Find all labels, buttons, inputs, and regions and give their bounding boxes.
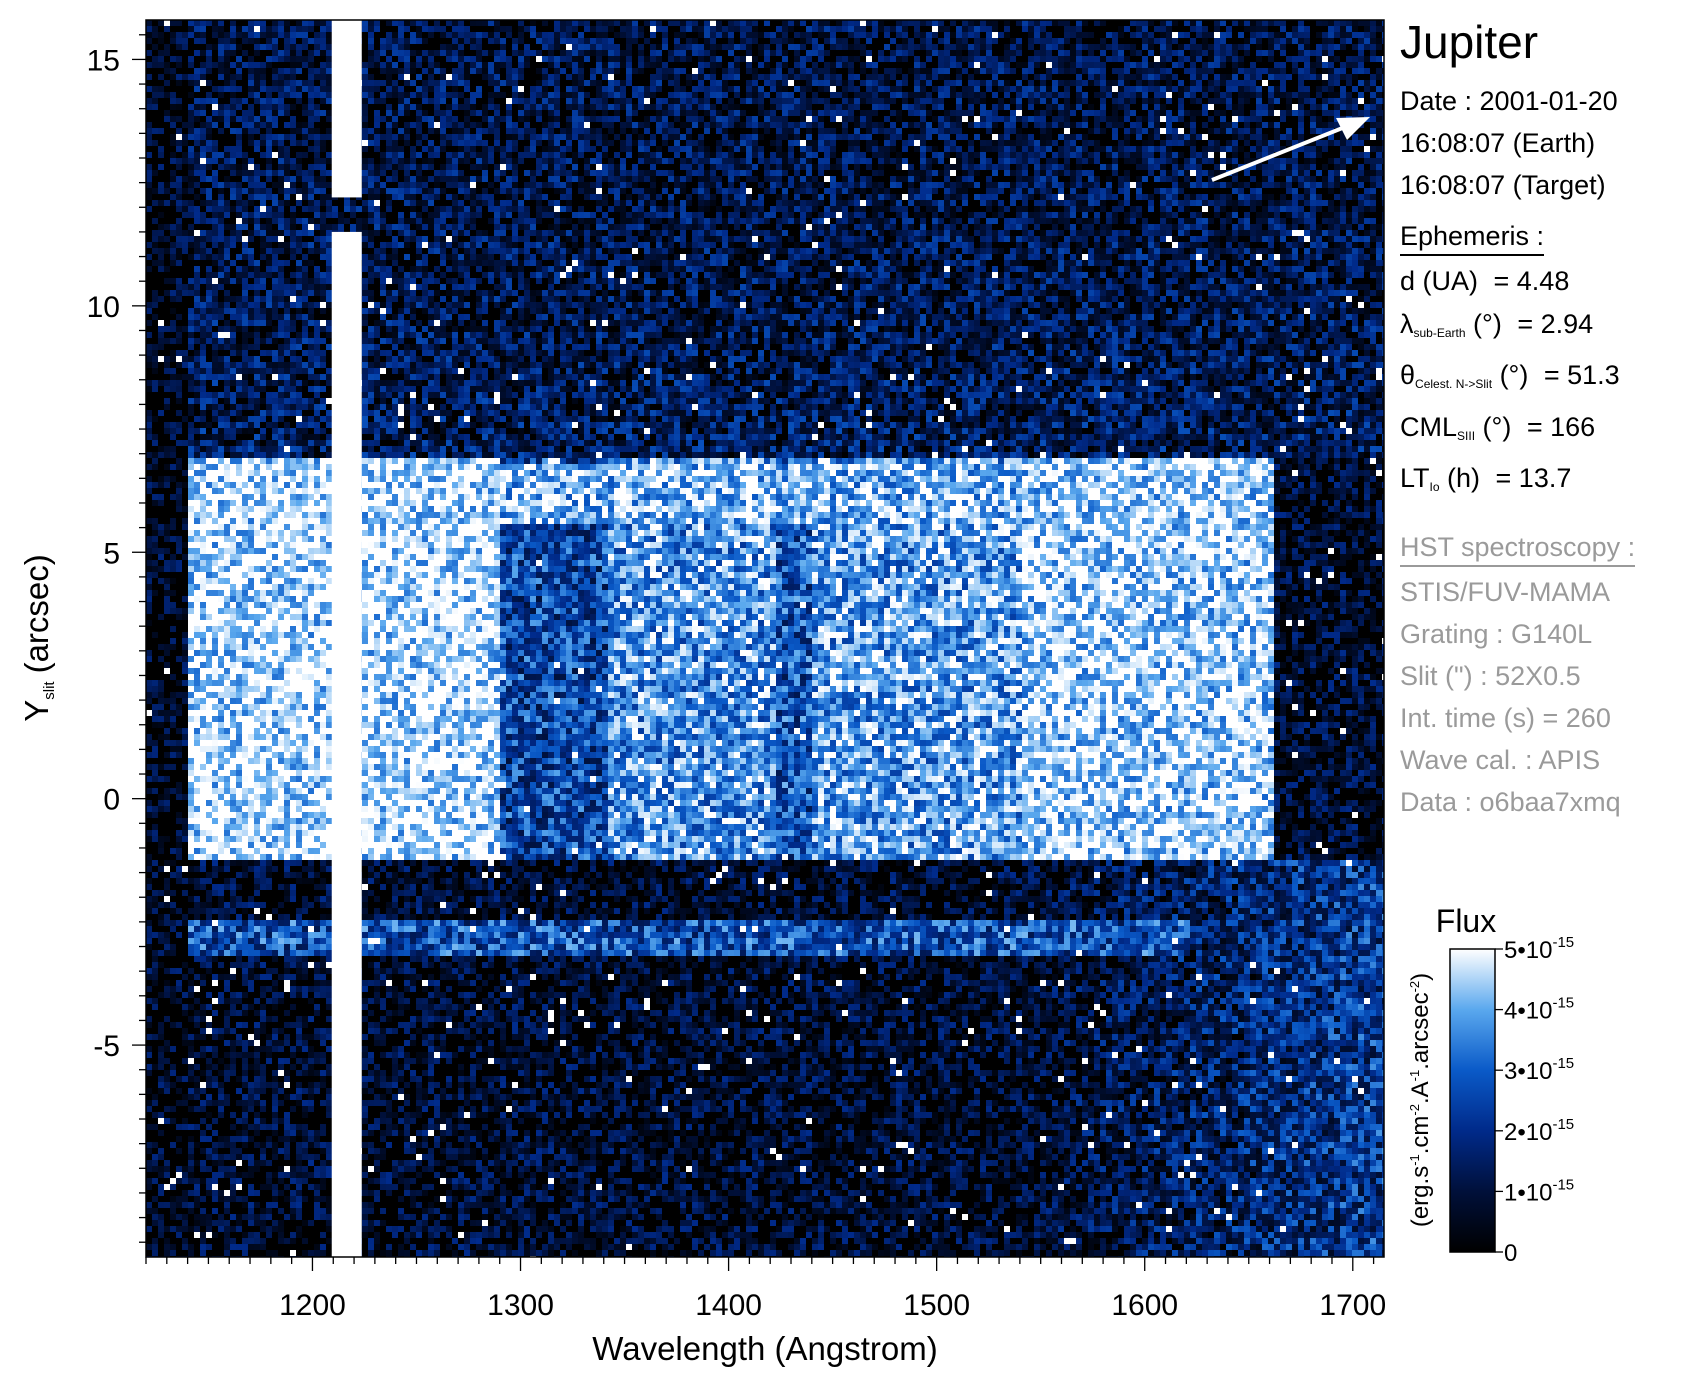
- x-tick-label: 1200: [279, 1289, 346, 1322]
- hst-section: HST spectroscopy : STIS/FUV-MAMA Grating …: [1400, 509, 1680, 823]
- hst-list: STIS/FUV-MAMA Grating : G140L Slit (") : 5…: [1400, 571, 1680, 823]
- target-name: Jupiter: [1400, 14, 1680, 70]
- ephemeris-item: θCelest. N->Slit (°) = 51.3: [1400, 354, 1680, 406]
- colorbar-tick-label: 2•10-15: [1504, 1116, 1574, 1146]
- hst-item: Wave cal. : APIS: [1400, 739, 1680, 781]
- ephemeris-list: d (UA) = 4.48 λsub-Earth (°) = 2.94 θCeles…: [1400, 260, 1680, 509]
- spectrogram: [146, 20, 1388, 1262]
- y-axis-title: Yslit (arcsec): [18, 554, 58, 722]
- colorbar-tick-label: 4•10-15: [1504, 995, 1574, 1025]
- y-axis-title-unit: (arcsec): [18, 554, 55, 673]
- colorbar-unit: (erg.s-1.cm-2.A-1.arcsec-2): [1407, 973, 1434, 1227]
- colorbar-tick-label: 0: [1504, 1240, 1517, 1267]
- y-tick-label: 5: [103, 537, 120, 570]
- colorbar-tick-label: 5•10-15: [1504, 934, 1574, 964]
- info-panel: Jupiter Date : 2001-01-20 16:08:07 (Eart…: [1400, 14, 1680, 823]
- y-tick-label: -5: [93, 1030, 120, 1063]
- x-axis-title: Wavelength (Angstrom): [592, 1330, 937, 1367]
- colorbar-tick-label: 3•10-15: [1504, 1055, 1574, 1085]
- colorbar-tick-label: 1•10-15: [1504, 1176, 1574, 1206]
- ephemeris-item: d (UA) = 4.48: [1400, 260, 1680, 303]
- y-tick-label: 10: [87, 291, 120, 324]
- colorbar-ticks: 5•10-15 4•10-15 3•10-15 2•10-15 1•10-15 0: [1495, 934, 1574, 1267]
- ephemeris-title: Ephemeris :: [1400, 218, 1544, 256]
- colorbar-title: Flux: [1436, 903, 1496, 939]
- x-tick-label: 1300: [487, 1289, 554, 1322]
- hst-item: Slit (") : 52X0.5: [1400, 655, 1680, 697]
- lyman-alpha-band-lower: [332, 232, 362, 1257]
- y-tick-label: 15: [87, 44, 120, 77]
- x-tick-label: 1500: [903, 1289, 970, 1322]
- x-tick-label: 1700: [1319, 1289, 1386, 1322]
- x-tick-label: 1400: [695, 1289, 762, 1322]
- hst-item: Int. time (s) = 260: [1400, 697, 1680, 739]
- y-tick-label: 0: [103, 784, 120, 817]
- colorbar-gradient: [1450, 949, 1495, 1252]
- lyman-alpha-band-upper: [332, 20, 362, 197]
- colorbar: Flux 5•10-15 4•10-15 3•10-15 2•10-15 1•10-15…: [1407, 903, 1574, 1267]
- hst-title: HST spectroscopy :: [1400, 529, 1635, 567]
- ephemeris-item: λsub-Earth (°) = 2.94: [1400, 303, 1680, 355]
- time-target-line: 16:08:07 (Target): [1400, 164, 1680, 206]
- hst-item: Data : o6baa7xmq: [1400, 781, 1680, 823]
- y-axis: 15 10 5 0 -5: [87, 35, 146, 1242]
- y-axis-title-sub: slit: [41, 681, 58, 700]
- hst-item: Grating : G140L: [1400, 613, 1680, 655]
- date-line: Date : 2001-01-20: [1400, 80, 1680, 122]
- ephemeris-item: CMLSIII (°) = 166: [1400, 406, 1680, 458]
- ephemeris-item: LTIo (h) = 13.7: [1400, 457, 1680, 509]
- x-axis: 1200 1300 1400 1500 1600 1700: [146, 1257, 1386, 1322]
- hst-item: STIS/FUV-MAMA: [1400, 571, 1680, 613]
- x-tick-label: 1600: [1111, 1289, 1178, 1322]
- time-earth-line: 16:08:07 (Earth): [1400, 122, 1680, 164]
- y-axis-title-main: Y: [18, 700, 55, 722]
